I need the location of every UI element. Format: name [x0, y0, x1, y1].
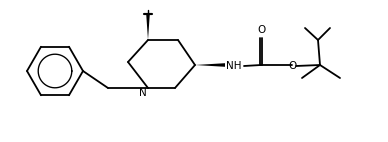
Text: N: N: [139, 87, 146, 98]
Text: NH: NH: [226, 61, 241, 71]
Polygon shape: [146, 14, 150, 40]
Polygon shape: [195, 63, 225, 67]
Text: O: O: [288, 61, 296, 71]
Text: O: O: [257, 25, 265, 35]
